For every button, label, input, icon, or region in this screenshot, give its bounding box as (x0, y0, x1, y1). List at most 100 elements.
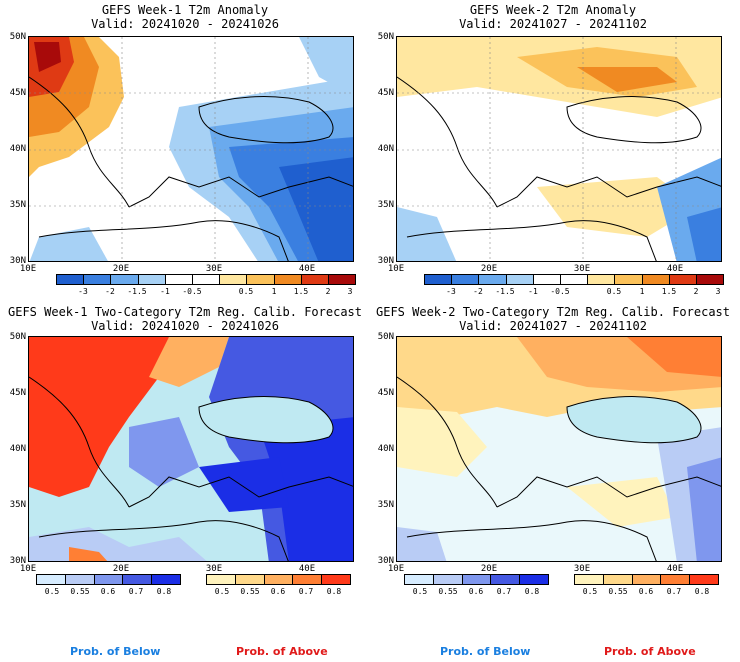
cb-tick: 0.55 (240, 587, 260, 596)
cb-tick: 0.8 (156, 587, 172, 596)
lat-label-30n: 30N (377, 256, 394, 266)
panel-title: GEFS Week-2 T2m Anomaly (469, 3, 637, 17)
prob-above-colorbar (206, 574, 351, 585)
map-area (396, 36, 722, 262)
cb-tick: 0.5 (238, 287, 254, 296)
cb-tick: 2 (325, 287, 331, 296)
panel-valid-dates: Valid: 20241027 - 20241102 (459, 319, 647, 333)
cb-tick: 1 (639, 287, 645, 296)
panel-week2-anomaly: GEFS Week-2 T2m Anomaly Valid: 20241027 … (376, 0, 730, 300)
lon-label-30e: 30E (205, 564, 223, 574)
lon-label-40e: 40E (666, 564, 684, 574)
cb-tick: 0.55 (608, 587, 628, 596)
panel-title: GEFS Week-1 T2m Anomaly (101, 3, 269, 17)
panel-valid-dates: Valid: 20241020 - 20241026 (91, 319, 279, 333)
panel-title: GEFS Week-2 Two-Category T2m Reg. Calib.… (376, 305, 731, 319)
lat-label-50n: 50N (9, 32, 26, 42)
lon-label-30e: 30E (573, 264, 591, 274)
lon-label-40e: 40E (666, 264, 684, 274)
lat-label-45n: 45N (377, 88, 394, 98)
cb-tick: 0.7 (666, 587, 682, 596)
cb-tick: 0.7 (298, 587, 314, 596)
lat-label-50n: 50N (377, 332, 394, 342)
cb-tick: -2 (105, 287, 115, 296)
cb-tick: 0.6 (468, 587, 484, 596)
lat-label-50n: 50N (9, 332, 26, 342)
cb-tick: -0.5 (550, 287, 570, 296)
lat-label-45n: 45N (9, 388, 26, 398)
cb-tick: -3 (446, 287, 456, 296)
cb-tick: 2 (693, 287, 699, 296)
cb-tick: -3 (78, 287, 88, 296)
lon-label-30e: 30E (573, 564, 591, 574)
cb-tick: 0.8 (694, 587, 710, 596)
cb-tick: 1 (271, 287, 277, 296)
map-area (28, 36, 354, 262)
cb-tick: 0.8 (524, 587, 540, 596)
cb-tick: 0.5 (582, 587, 598, 596)
lat-label-30n: 30N (9, 556, 26, 566)
cb-tick: 0.8 (326, 587, 342, 596)
cb-tick: 0.6 (100, 587, 116, 596)
cb-tick: 0.5 (44, 587, 60, 596)
panel-title: GEFS Week-1 Two-Category T2m Reg. Calib.… (8, 305, 363, 319)
cb-tick: 0.6 (638, 587, 654, 596)
lat-label-35n: 35N (377, 500, 394, 510)
cb-tick: 0.6 (270, 587, 286, 596)
cb-tick: 0.55 (438, 587, 458, 596)
cb-tick: 0.7 (128, 587, 144, 596)
anomaly-map-svg (397, 37, 721, 261)
cb-tick: 0.7 (496, 587, 512, 596)
lat-label-40n: 40N (377, 144, 394, 154)
lon-label-10e: 10E (387, 564, 405, 574)
cb-tick: 0.5 (606, 287, 622, 296)
prob-below-colorbar (404, 574, 549, 585)
lat-label-35n: 35N (9, 200, 26, 210)
panel-week1-probability: GEFS Week-1 Two-Category T2m Reg. Calib.… (8, 302, 362, 602)
lon-label-10e: 10E (19, 264, 37, 274)
cb-tick: 1.5 (293, 287, 309, 296)
probability-map-svg (397, 337, 721, 561)
lat-label-40n: 40N (377, 444, 394, 454)
prob-below-colorbar (36, 574, 181, 585)
lon-label-10e: 10E (387, 264, 405, 274)
cb-tick: -1 (528, 287, 538, 296)
panel-valid-dates: Valid: 20241027 - 20241102 (459, 17, 647, 31)
prob-below-label: Prob. of Below (440, 645, 531, 658)
cb-tick: 0.55 (70, 587, 90, 596)
cb-tick: -1.5 (127, 287, 147, 296)
cb-tick: -1.5 (495, 287, 515, 296)
prob-above-label: Prob. of Above (236, 645, 328, 658)
lat-label-45n: 45N (9, 88, 26, 98)
panel-week1-anomaly: GEFS Week-1 T2m Anomaly Valid: 20241020 … (8, 0, 362, 300)
lon-label-30e: 30E (205, 264, 223, 274)
panel-week2-probability: GEFS Week-2 Two-Category T2m Reg. Calib.… (376, 302, 730, 602)
lat-label-45n: 45N (377, 388, 394, 398)
cb-tick: 3 (715, 287, 721, 296)
lat-label-35n: 35N (377, 200, 394, 210)
lon-label-40e: 40E (298, 264, 316, 274)
anomaly-colorbar (56, 274, 356, 285)
panel-valid-dates: Valid: 20241020 - 20241026 (91, 17, 279, 31)
cb-tick: -0.5 (182, 287, 202, 296)
cb-tick: -1 (160, 287, 170, 296)
cb-tick: -2 (473, 287, 483, 296)
lat-label-30n: 30N (377, 556, 394, 566)
probability-map-svg (29, 337, 353, 561)
prob-above-label: Prob. of Above (604, 645, 696, 658)
lat-label-30n: 30N (9, 256, 26, 266)
lat-label-50n: 50N (377, 32, 394, 42)
lat-label-35n: 35N (9, 500, 26, 510)
map-area (396, 336, 722, 562)
prob-above-colorbar (574, 574, 719, 585)
lon-label-20e: 20E (112, 264, 130, 274)
anomaly-map-svg (29, 37, 353, 261)
lon-label-20e: 20E (480, 564, 498, 574)
anomaly-colorbar (424, 274, 724, 285)
lon-label-20e: 20E (112, 564, 130, 574)
cb-tick: 0.5 (412, 587, 428, 596)
lat-label-40n: 40N (9, 144, 26, 154)
lon-label-10e: 10E (19, 564, 37, 574)
lon-label-20e: 20E (480, 264, 498, 274)
prob-below-label: Prob. of Below (70, 645, 161, 658)
